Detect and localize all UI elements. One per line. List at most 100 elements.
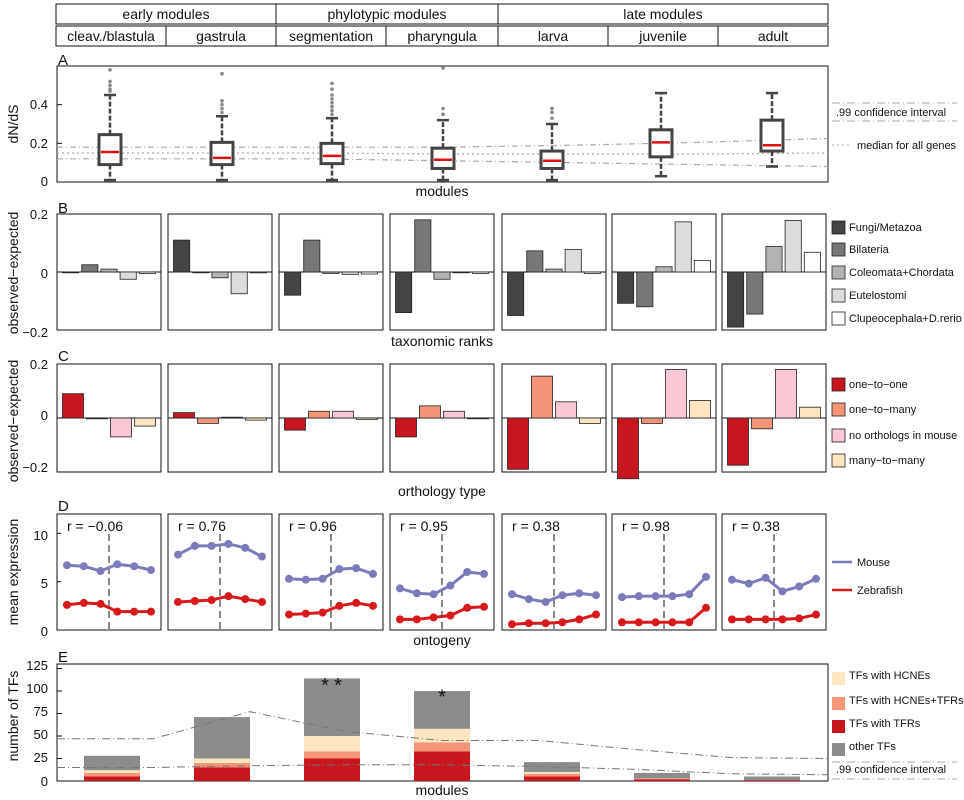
stack-segment	[84, 770, 140, 773]
zebrafish-point	[335, 601, 344, 610]
legend-swatch	[831, 402, 846, 417]
mouse-point	[301, 575, 310, 584]
mouse-point	[318, 574, 327, 583]
bar	[341, 271, 359, 275]
header-groups: early modules phylotypic modules late mo…	[55, 3, 829, 25]
bar	[249, 271, 267, 274]
bar	[230, 271, 248, 295]
bar	[674, 221, 692, 273]
bar	[360, 271, 378, 275]
legend-label: one−to−one	[849, 379, 908, 391]
box	[97, 133, 123, 167]
ytick-label: −0.2	[22, 460, 48, 475]
zebrafish-point	[369, 601, 377, 610]
stage-label: cleav./blastula	[67, 28, 155, 44]
zebrafish-point	[668, 618, 677, 627]
bar	[765, 246, 783, 273]
bar	[799, 406, 821, 419]
zebrafish-point	[63, 600, 71, 609]
bar	[471, 271, 489, 274]
bar	[617, 271, 635, 304]
bar	[443, 410, 465, 419]
legend-swatch	[831, 288, 846, 303]
bar	[617, 417, 639, 480]
correlation-label: r = 0.96	[289, 518, 337, 534]
ytick-label: −0.2	[22, 325, 48, 340]
legend-label: many−to−many	[849, 455, 925, 467]
ytick-label: 5	[41, 576, 48, 591]
outlier-point	[441, 112, 445, 117]
stack-segment	[304, 751, 360, 759]
stage-label: segmentation	[289, 28, 373, 44]
ytick-label: 25	[34, 750, 48, 765]
zebrafish-point	[258, 597, 266, 606]
outlier-point	[220, 71, 224, 76]
zebrafish-point	[702, 603, 710, 612]
stack-segment	[194, 758, 250, 763]
mouse-point	[761, 573, 770, 582]
stack-segment	[304, 758, 360, 781]
yticks-d: 10 5 0	[34, 528, 48, 639]
zebrafish-point	[79, 598, 88, 607]
correlation-label: r = 0.98	[622, 518, 670, 534]
bar	[245, 417, 267, 421]
ytick-label: 0	[41, 266, 48, 281]
outlier-point	[441, 106, 445, 111]
bar	[564, 248, 582, 273]
mouse-point	[685, 590, 694, 599]
zebrafish-point	[812, 610, 820, 619]
stack-segment	[304, 678, 360, 736]
outlier-point	[108, 79, 112, 84]
bar	[545, 268, 563, 273]
box	[759, 118, 785, 153]
zebrafish-point	[241, 595, 250, 604]
bar	[579, 417, 601, 424]
ytick-label: 0	[41, 174, 48, 189]
legend-swatch	[831, 377, 846, 392]
mouse-point	[446, 581, 455, 590]
stack-segment	[84, 776, 140, 781]
zebrafish-point	[744, 615, 753, 624]
bar	[100, 268, 118, 273]
chart-marks: r = −0.06 r = 0.76 r = 0.96 r = 0.95 r = 0.3…	[56, 65, 957, 782]
bar	[433, 271, 451, 280]
bar	[119, 271, 137, 280]
legend-label: Bilateria	[849, 244, 890, 256]
outlier-point	[550, 116, 554, 120]
legend-c: one−to−one one−to−many no orthologs in m…	[849, 379, 957, 467]
outlier-point	[330, 81, 334, 86]
zebrafish-point	[285, 610, 293, 619]
group-label-early: early modules	[122, 6, 209, 22]
outlier-point	[330, 100, 334, 105]
bar	[507, 271, 525, 316]
legend-d: Mouse Zebrafish	[857, 557, 903, 597]
bar	[526, 250, 544, 273]
bar	[531, 375, 553, 419]
bar	[784, 219, 802, 273]
stack-segment	[194, 717, 250, 759]
zebrafish-point	[113, 607, 122, 616]
stage-label: pharyngula	[407, 28, 476, 44]
mouse-point	[702, 572, 710, 581]
mouse-point	[130, 562, 139, 571]
mouse-point	[396, 584, 404, 593]
ytick-label: 100	[26, 681, 48, 696]
legend-label: no orthologs in mouse	[849, 430, 957, 442]
ylabel-b: observed−expected	[5, 212, 21, 335]
correlation-label: r = −0.06	[67, 518, 123, 534]
legend-label: Zebrafish	[857, 585, 903, 597]
bar	[803, 251, 821, 273]
zebrafish-point	[795, 614, 804, 623]
legend-label: other TFs	[849, 741, 896, 753]
zebrafish-point	[558, 618, 567, 627]
significance-star: *	[438, 687, 446, 709]
ytick-label: 0.4	[30, 97, 48, 112]
zebrafish-point	[412, 615, 421, 624]
outlier-point	[330, 87, 334, 91]
mouse-point	[113, 560, 122, 569]
outlier-point	[220, 106, 224, 111]
mouse-point	[335, 565, 344, 574]
stage-label: juvenile	[638, 28, 687, 44]
stack-segment	[524, 776, 580, 781]
zebrafish-point	[575, 615, 584, 624]
